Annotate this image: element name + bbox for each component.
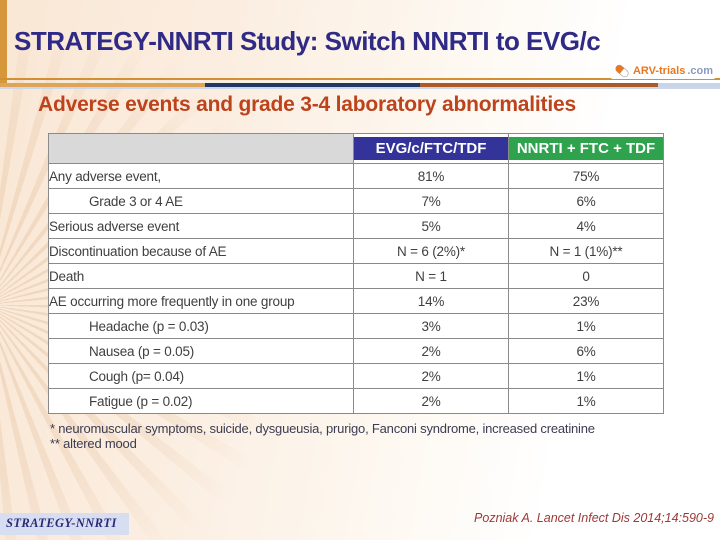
row-label-cell: AE occurring more frequently in one grou… [48, 288, 354, 314]
row-label-cell: Headache (p = 0.03) [48, 313, 354, 339]
nnrti-value-cell: 1% [508, 388, 664, 414]
nnrti-value-cell: 4% [508, 213, 664, 239]
nnrti-value-cell: 1% [508, 363, 664, 389]
logo-text-suffix: .com [687, 65, 713, 77]
evg-value-cell: 7% [353, 188, 509, 214]
row-label-cell: Discontinuation because of AE [48, 238, 354, 264]
row-label-cell: Death [48, 263, 354, 289]
nnrti-value-cell: 23% [508, 288, 664, 314]
footnote-1: * neuromuscular symptoms, suicide, dysgu… [50, 421, 595, 436]
slide-subtitle: Adverse events and grade 3-4 laboratory … [38, 93, 576, 116]
row-label-cell: Serious adverse event [48, 213, 354, 239]
table-header: EVG/c/FTC/TDF NNRTI + FTC + TDF [48, 133, 664, 164]
table-row: Discontinuation because of AE N = 6 (2%)*… [48, 238, 664, 264]
header-blank-cell [48, 133, 354, 164]
table-row: Fatigue (p = 0.02) 2% 1% [48, 388, 664, 414]
table-row: Serious adverse event 5% 4% [48, 213, 664, 239]
pill-icon [613, 63, 631, 79]
logo-text-main: ARV-trials [632, 65, 686, 77]
slide-title: STRATEGY-NNRTI Study: Switch NNRTI to EV… [14, 26, 601, 56]
nnrti-value-cell: 75% [508, 163, 664, 189]
header-nnrti-label: NNRTI + FTC + TDF [509, 137, 663, 160]
row-label-cell: Nausea (p = 0.05) [48, 338, 354, 364]
header-nnrti-cell: NNRTI + FTC + TDF [508, 133, 664, 164]
evg-value-cell: 14% [353, 288, 509, 314]
header-evg-cell: EVG/c/FTC/TDF [353, 133, 509, 164]
table-row: Nausea (p = 0.05) 2% 6% [48, 338, 664, 364]
footnotes: * neuromuscular symptoms, suicide, dysgu… [50, 421, 595, 451]
evg-value-cell: 2% [353, 363, 509, 389]
evg-value-cell: 2% [353, 388, 509, 414]
nnrti-value-cell: N = 1 (1%)** [508, 238, 664, 264]
divider-line-main [0, 83, 720, 87]
adverse-events-table: EVG/c/FTC/TDF NNRTI + FTC + TDF Any adve… [48, 133, 664, 414]
arv-trials-logo: ARV-trials .com [609, 63, 716, 79]
footer-reference: Pozniak A. Lancet Infect Dis 2014;14:590… [474, 511, 714, 525]
table-row: Grade 3 or 4 AE 7% 6% [48, 188, 664, 214]
table-body: Any adverse event, 81% 75% Grade 3 or 4 AE 7… [48, 163, 664, 414]
nnrti-value-cell: 0 [508, 263, 664, 289]
nnrti-value-cell: 6% [508, 188, 664, 214]
table-row: Headache (p = 0.03) 3% 1% [48, 313, 664, 339]
row-label-cell: Any adverse event, [48, 163, 354, 189]
footnote-2: ** altered mood [50, 436, 137, 451]
table-row: AE occurring more frequently in one grou… [48, 288, 664, 314]
row-label-cell: Cough (p= 0.04) [48, 363, 354, 389]
evg-value-cell: N = 6 (2%)* [353, 238, 509, 264]
evg-value-cell: N = 1 [353, 263, 509, 289]
table-row: Cough (p= 0.04) 2% 1% [48, 363, 664, 389]
evg-value-cell: 2% [353, 338, 509, 364]
nnrti-value-cell: 6% [508, 338, 664, 364]
divider-line-bottom [0, 87, 720, 89]
header-evg-label: EVG/c/FTC/TDF [354, 137, 508, 160]
row-label-cell: Fatigue (p = 0.02) [48, 388, 354, 414]
evg-value-cell: 3% [353, 313, 509, 339]
footer-study-label: STRATEGY-NNRTI [0, 513, 129, 535]
table-header-row: EVG/c/FTC/TDF NNRTI + FTC + TDF [48, 133, 664, 164]
left-edge-strip [0, 0, 7, 88]
nnrti-value-cell: 1% [508, 313, 664, 339]
evg-value-cell: 5% [353, 213, 509, 239]
divider-line-top [0, 78, 720, 80]
table-row: Any adverse event, 81% 75% [48, 163, 664, 189]
evg-value-cell: 81% [353, 163, 509, 189]
row-label-cell: Grade 3 or 4 AE [48, 188, 354, 214]
